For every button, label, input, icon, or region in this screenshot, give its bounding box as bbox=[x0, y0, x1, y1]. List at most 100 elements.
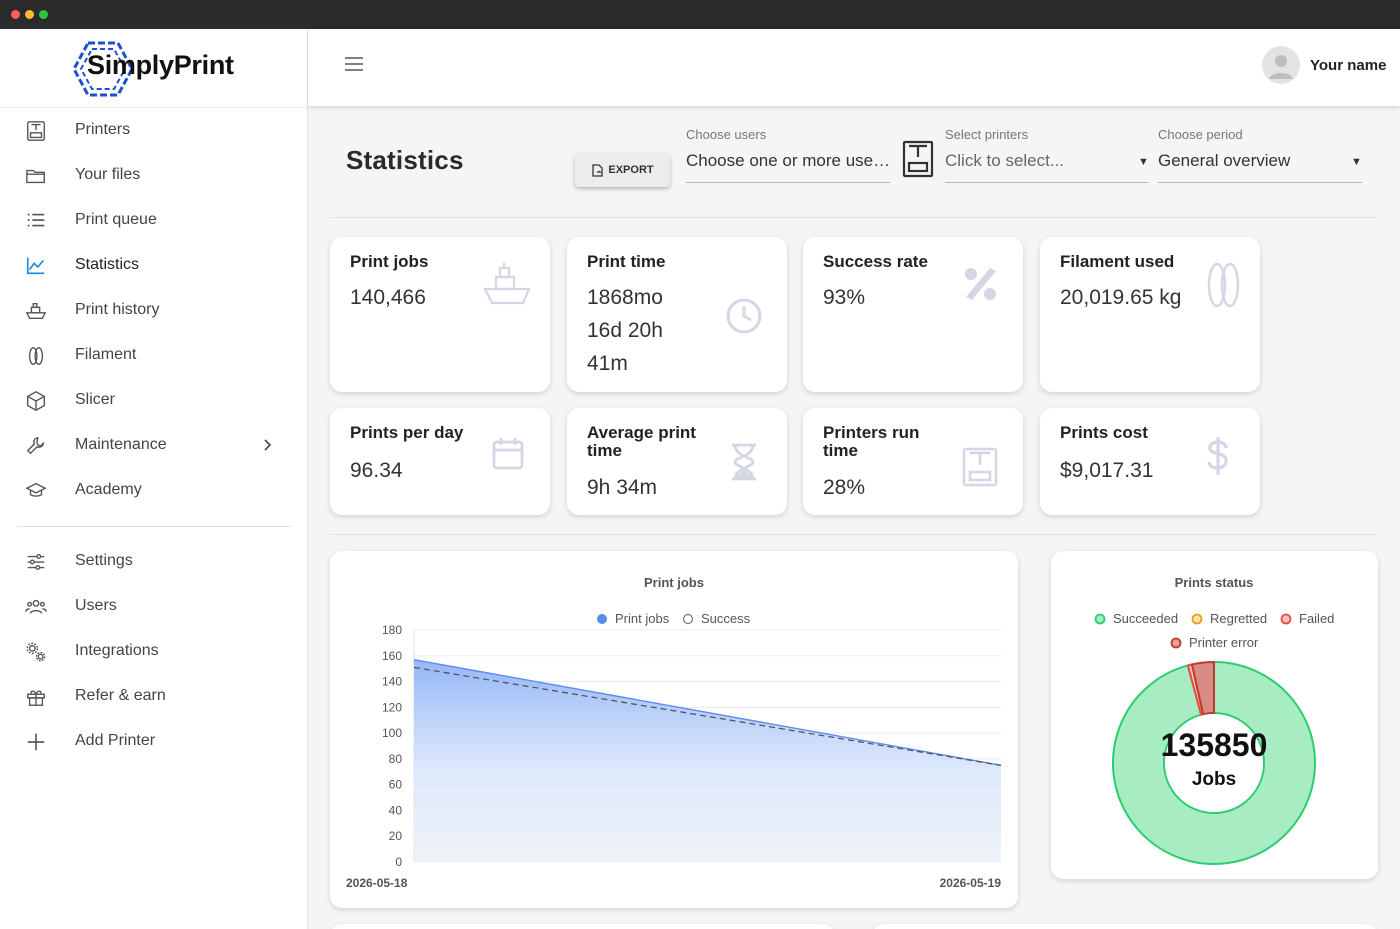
sidebar-item-add-printer[interactable]: Add Printer bbox=[0, 721, 308, 761]
stat-title: Filament used bbox=[1060, 252, 1175, 271]
sliders-icon bbox=[27, 553, 45, 571]
stat-title: Prints cost bbox=[1060, 423, 1148, 442]
chart-legend[interactable]: Succeeded Regretted Failed Printer error bbox=[1094, 611, 1335, 650]
period-select-value: General overview bbox=[1158, 151, 1291, 170]
printer-icon bbox=[962, 447, 998, 487]
window-minimize-button[interactable] bbox=[25, 10, 34, 19]
sidebar-item-statistics[interactable]: Statistics bbox=[0, 245, 308, 285]
brand-name: SimplyPrint bbox=[87, 50, 234, 80]
legend-label-failed[interactable]: Failed bbox=[1299, 611, 1334, 626]
legend-marker-failed bbox=[1280, 613, 1292, 625]
stat-title: Average print time bbox=[587, 423, 696, 460]
series-area-print-jobs bbox=[414, 659, 1001, 862]
logo-hexagon-icon bbox=[72, 41, 134, 97]
sidebar-item-users[interactable]: Users bbox=[0, 586, 308, 626]
sidebar-item-integrations[interactable]: Integrations bbox=[0, 631, 308, 671]
stat-card-prints-cost: Prints cost $9,017.31 bbox=[1040, 408, 1260, 515]
legend-marker-success bbox=[682, 613, 694, 625]
stat-card-filament-used: Filament used 20,019.65 kg bbox=[1040, 237, 1260, 392]
sidebar-item-label: Add Printer bbox=[75, 732, 156, 749]
stat-title: Prints per day bbox=[350, 423, 464, 442]
export-button[interactable]: EXPORT bbox=[575, 153, 670, 187]
sidebar: SimplyPrint Printers Your files Print qu… bbox=[0, 29, 308, 929]
stat-title: Success rate bbox=[823, 252, 928, 271]
bottom-chart-card bbox=[872, 924, 1378, 929]
sidebar-item-your-files[interactable]: Your files bbox=[0, 155, 308, 195]
legend-label-succeeded[interactable]: Succeeded bbox=[1113, 611, 1178, 626]
donut-center-label: Jobs bbox=[1192, 769, 1236, 790]
y-tick-label: 140 bbox=[382, 675, 402, 689]
stat-card-prints-per-day: Prints per day 96.34 bbox=[330, 408, 550, 515]
stat-card-printers-run-time: Printers run time 28% bbox=[803, 408, 1023, 515]
export-file-icon bbox=[592, 163, 604, 177]
period-select[interactable]: Choose period General overview ▼ bbox=[1158, 127, 1362, 183]
clock-icon bbox=[726, 298, 762, 334]
export-button-label: EXPORT bbox=[608, 164, 654, 176]
boat-icon bbox=[483, 263, 531, 305]
printer-icon bbox=[27, 121, 45, 141]
sidebar-item-label: Print history bbox=[75, 301, 160, 318]
donut-slice-printer-error[interactable] bbox=[1190, 660, 1215, 716]
chevron-right-icon bbox=[264, 439, 272, 451]
filament-spool-icon bbox=[1207, 262, 1240, 308]
gears-icon bbox=[26, 642, 46, 662]
series-line-success bbox=[413, 666, 1002, 766]
hamburger-menu-icon[interactable] bbox=[344, 56, 364, 72]
stat-value: 93% bbox=[823, 286, 866, 309]
stat-value: 20,019.65 kg bbox=[1060, 286, 1182, 309]
sidebar-item-academy[interactable]: Academy bbox=[0, 470, 308, 510]
avatar[interactable] bbox=[1262, 46, 1300, 84]
chart-title: Prints status bbox=[1175, 575, 1254, 590]
sidebar-item-label: Integrations bbox=[75, 642, 159, 659]
donut-slice-succeeded[interactable] bbox=[1112, 660, 1316, 865]
window-titlebar bbox=[0, 0, 1400, 29]
prints-status-chart-card: Prints status Succeeded Regretted Failed… bbox=[1051, 551, 1378, 879]
users-select-value: Choose one or more use… bbox=[686, 151, 890, 170]
legend-marker-regretted bbox=[1191, 613, 1203, 625]
y-tick-label: 0 bbox=[395, 855, 402, 869]
sidebar-item-maintenance[interactable]: Maintenance bbox=[0, 425, 308, 465]
sidebar-item-slicer[interactable]: Slicer bbox=[0, 380, 308, 420]
sidebar-item-printers[interactable]: Printers bbox=[0, 110, 308, 150]
legend-label-success[interactable]: Success bbox=[701, 611, 751, 626]
stat-card-print-jobs: Print jobs 140,466 bbox=[330, 237, 550, 392]
plus-icon bbox=[27, 733, 45, 751]
legend-label-printer-error[interactable]: Printer error bbox=[1189, 635, 1259, 650]
y-tick-label: 160 bbox=[382, 649, 402, 663]
printer-icon bbox=[902, 140, 934, 178]
stat-value: 1868mo 16d 20h 41m bbox=[587, 286, 663, 375]
legend-label-regretted[interactable]: Regretted bbox=[1210, 611, 1267, 626]
window-maximize-button[interactable] bbox=[39, 10, 48, 19]
sidebar-item-print-history[interactable]: Print history bbox=[0, 290, 308, 330]
sidebar-item-refer-earn[interactable]: Refer & earn bbox=[0, 676, 308, 716]
users-select[interactable]: Choose users Choose one or more use… bbox=[686, 127, 890, 183]
legend-label-print-jobs[interactable]: Print jobs bbox=[615, 611, 670, 626]
sidebar-item-filament[interactable]: Filament bbox=[0, 335, 308, 375]
gift-icon bbox=[27, 690, 45, 706]
sidebar-item-label: Refer & earn bbox=[75, 687, 166, 704]
user-name[interactable]: Your name bbox=[1310, 57, 1387, 74]
stat-value: 140,466 bbox=[350, 286, 426, 309]
folder-icon bbox=[26, 169, 45, 184]
prints-status-chart: Prints status Succeeded Regretted Failed… bbox=[1094, 575, 1335, 865]
sidebar-item-label: Statistics bbox=[75, 256, 140, 273]
section-divider bbox=[330, 534, 1378, 535]
printers-select[interactable]: Select printers Click to select... ▼ bbox=[945, 127, 1149, 183]
topbar: Your name bbox=[308, 29, 1400, 106]
sidebar-item-label: Maintenance bbox=[75, 436, 167, 453]
window-close-button[interactable] bbox=[11, 10, 20, 19]
chart-legend[interactable]: Print jobs Success bbox=[597, 611, 751, 626]
wrench-icon bbox=[26, 436, 45, 455]
page-title: Statistics bbox=[346, 145, 464, 175]
brand-logo[interactable]: SimplyPrint bbox=[72, 39, 242, 99]
y-tick-label: 100 bbox=[382, 726, 402, 740]
sidebar-item-label: Users bbox=[75, 597, 117, 614]
bottom-chart-card bbox=[330, 924, 835, 929]
sidebar-item-settings[interactable]: Settings bbox=[0, 541, 308, 581]
stat-value: 96.34 bbox=[350, 459, 403, 482]
legend-marker-succeeded bbox=[1094, 613, 1106, 625]
hourglass-icon bbox=[732, 443, 756, 481]
cube-icon bbox=[27, 391, 45, 411]
percent-icon bbox=[965, 268, 996, 300]
sidebar-item-print-queue[interactable]: Print queue bbox=[0, 200, 308, 240]
